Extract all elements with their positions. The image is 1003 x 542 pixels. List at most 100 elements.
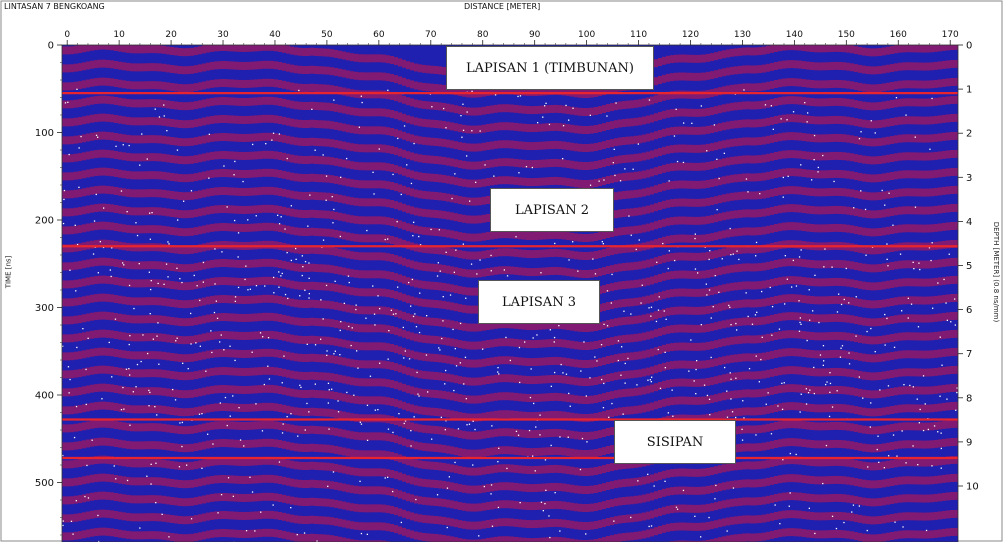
- reflection-band: [422, 208, 426, 217]
- reflection-band: [334, 499, 338, 508]
- reflection-band: [554, 86, 558, 95]
- reflection-band: [98, 77, 102, 86]
- reflection-band: [298, 533, 302, 542]
- reflection-band: [654, 347, 658, 356]
- reflection-band: [534, 502, 538, 510]
- reflection-band: [534, 268, 538, 276]
- reflection-band: [182, 246, 186, 255]
- reflection-band: [322, 372, 326, 381]
- reflection-band: [294, 173, 298, 182]
- reflection-band: [614, 300, 618, 309]
- reflection-band: [674, 108, 678, 117]
- reflection-band: [142, 495, 146, 504]
- reflection-band: [638, 513, 642, 522]
- reflection-band: [506, 104, 510, 113]
- reflection-band: [706, 53, 710, 62]
- reflection-band: [166, 190, 170, 199]
- reflection-band: [298, 317, 302, 326]
- reflection-band: [194, 389, 198, 398]
- reflection-band: [194, 101, 198, 110]
- reflection-band: [478, 467, 482, 476]
- reflection-band: [502, 176, 506, 185]
- reflection-band: [406, 511, 410, 520]
- reflection-band: [94, 474, 98, 483]
- reflection-band: [378, 288, 382, 297]
- reflection-band: [658, 58, 662, 66]
- reflection-band: [578, 539, 582, 542]
- reflection-band: [402, 293, 406, 302]
- reflection-band: [726, 463, 730, 472]
- reflection-band: [418, 442, 422, 451]
- reflection-band: [254, 511, 258, 520]
- reflection-band: [190, 47, 194, 56]
- reflection-band: [266, 438, 270, 447]
- reflection-band: [330, 427, 334, 436]
- reflection-band: [402, 185, 406, 194]
- reflection-band: [214, 277, 218, 286]
- reflection-band: [738, 155, 742, 164]
- reflection-band: [638, 405, 642, 414]
- reflection-band: [310, 371, 314, 380]
- reflection-band: [718, 231, 722, 240]
- reflection-band: [390, 344, 394, 352]
- reflection-band: [638, 297, 642, 306]
- reflection-band: [138, 279, 142, 288]
- reflection-band: [454, 411, 458, 420]
- reflection-band: [466, 251, 470, 260]
- reflection-band: [482, 106, 486, 115]
- reflection-band: [762, 406, 766, 415]
- reflection-band: [510, 104, 514, 113]
- reflection-band: [66, 442, 70, 451]
- reflection-band: [434, 408, 438, 416]
- reflection-band: [242, 45, 246, 52]
- reflection-band: [222, 45, 226, 51]
- reflection-band: [314, 48, 318, 56]
- reflection-band: [194, 281, 198, 290]
- reflection-band: [306, 246, 310, 254]
- reflection-band: [342, 159, 346, 168]
- reflection-band: [106, 77, 110, 86]
- reflection-band: [290, 172, 294, 181]
- reflection-band: [358, 198, 362, 207]
- reflection-band: [602, 267, 606, 276]
- reflection-band: [74, 99, 78, 108]
- reflection-band: [698, 162, 702, 171]
- reflection-band: [562, 159, 566, 168]
- reflection-band: [730, 534, 734, 542]
- reflection-band: [490, 411, 494, 420]
- reflection-band: [322, 354, 326, 363]
- reflection-band: [758, 191, 762, 200]
- reflection-band: [718, 375, 722, 384]
- reflection-band: [270, 60, 274, 69]
- reflection-band: [374, 414, 378, 423]
- reflection-band: [234, 403, 238, 412]
- reflection-band: [334, 211, 338, 220]
- reflection-band: [166, 316, 170, 325]
- reflection-band: [530, 322, 534, 331]
- reflection-band: [622, 209, 626, 217]
- reflection-band: [526, 88, 530, 96]
- reflection-band: [222, 349, 226, 357]
- reflection-band: [82, 440, 86, 449]
- reflection-band: [690, 126, 694, 135]
- reflection-band: [262, 528, 266, 537]
- reflection-band: [378, 216, 382, 225]
- reflection-band: [750, 137, 754, 146]
- reflection-band: [414, 441, 418, 450]
- reflection-band: [658, 364, 662, 372]
- reflection-band: [598, 232, 602, 241]
- reflection-band: [82, 170, 86, 179]
- reflection-band: [698, 108, 702, 117]
- reflection-band: [274, 529, 278, 538]
- reflection-band: [450, 410, 454, 419]
- reflection-band: [98, 131, 102, 140]
- reflection-band: [330, 103, 334, 112]
- reflection-band: [322, 210, 326, 219]
- reflection-band: [238, 205, 242, 214]
- reflection-band: [406, 295, 410, 304]
- reflection-band: [458, 340, 462, 349]
- reflection-band: [290, 334, 294, 343]
- reflection-band: [614, 156, 618, 165]
- reflection-band: [382, 378, 386, 387]
- reflection-band: [218, 241, 222, 250]
